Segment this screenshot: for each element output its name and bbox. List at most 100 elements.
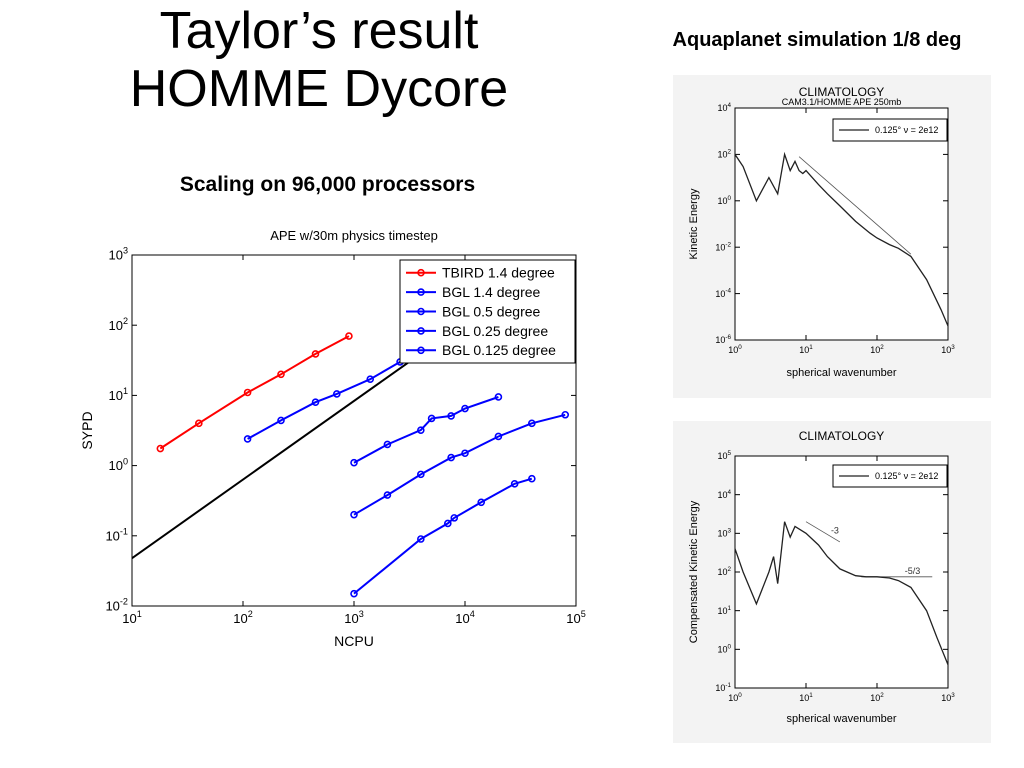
legend-entry: 0.125° ν = 2e12 xyxy=(875,125,938,135)
slide-title-line-2: HOMME Dycore xyxy=(129,60,509,118)
data-point xyxy=(277,416,285,425)
data-point xyxy=(350,458,358,467)
data-point xyxy=(444,519,452,528)
data-point xyxy=(528,419,536,428)
y-tick-label: 10-2 xyxy=(715,241,731,252)
y-tick-label: 104 xyxy=(717,102,731,113)
plot-content xyxy=(132,332,570,598)
data-point xyxy=(195,419,203,428)
data-point xyxy=(383,491,392,499)
x-axis-label: spherical wavenumber xyxy=(786,367,896,379)
y-axis-label: Kinetic Energy xyxy=(688,188,700,259)
x-tick-label: 102 xyxy=(870,344,884,355)
compensated-energy-chart: 100 101 102 10310-1100101102103104105CLIMAT… xyxy=(688,429,955,725)
series-line xyxy=(735,151,948,327)
plot-content xyxy=(735,521,948,665)
data-point xyxy=(477,498,486,507)
legend-entry: BGL 0.5 degree xyxy=(442,303,541,319)
y-axis-label: SYPD xyxy=(79,411,95,449)
y-tick-label: 100 xyxy=(108,456,128,473)
legend-marker xyxy=(417,346,425,355)
data-point xyxy=(311,398,320,407)
plot-content xyxy=(735,151,948,327)
data-point xyxy=(350,589,358,598)
data-point xyxy=(494,393,503,401)
compensated-energy-panel: 100 101 102 103 10-1 100 101 102 103 104 105 CLIMAT… xyxy=(673,421,991,743)
legend-marker xyxy=(417,307,425,316)
y-tick-label: 103 xyxy=(108,246,128,263)
data-point xyxy=(366,375,375,384)
legend-marker xyxy=(417,288,425,296)
data-point xyxy=(528,474,536,483)
x-tick-label: 103 xyxy=(344,609,364,626)
data-point xyxy=(345,332,353,340)
kinetic-energy-chart: 100 101 102 103 10-6 10-4 10-2 100 102 104 CLIMATO… xyxy=(688,85,955,379)
slope-line xyxy=(798,156,912,255)
x-tick-label: 103 xyxy=(941,692,955,703)
data-point xyxy=(350,510,358,519)
slide-title: Taylor’s result HOMME Dycore xyxy=(30,2,608,118)
data-point xyxy=(450,514,459,522)
x-tick-label: 101 xyxy=(799,344,813,355)
series-line xyxy=(353,413,566,516)
legend-entry: BGL 1.4 degree xyxy=(442,284,541,300)
data-point xyxy=(427,414,436,423)
data-point xyxy=(417,470,425,479)
x-tick-label: 102 xyxy=(870,692,884,703)
y-tick-label: 10-1 xyxy=(105,527,128,544)
data-point xyxy=(156,444,165,453)
chart-title: CLIMATOLOGY xyxy=(799,429,885,443)
x-tick-label: 102 xyxy=(233,609,253,626)
data-point xyxy=(311,350,320,358)
series-line xyxy=(353,477,533,595)
y-tick-label: 100 xyxy=(717,643,731,654)
legend-entry: 0.125° ν = 2e12 xyxy=(875,471,938,481)
y-tick-label: 101 xyxy=(108,386,128,403)
slope-label: -3 xyxy=(831,526,839,536)
chart-title: APE w/30m physics timestep xyxy=(270,228,438,243)
x-tick-label: 101 xyxy=(122,609,142,626)
y-tick-label: 104 xyxy=(717,489,731,500)
reference-line xyxy=(132,338,441,559)
plot-area xyxy=(734,455,949,689)
y-tick-label: 102 xyxy=(108,316,128,333)
data-point xyxy=(333,390,341,398)
data-point xyxy=(510,480,519,488)
data-point xyxy=(447,412,455,420)
y-axis-label: Compensated Kinetic Energy xyxy=(688,500,700,643)
slope-label: -5/3 xyxy=(905,566,921,576)
scaling-chart: 101 102 103 104 105 10-2 10-1 100 101 102 103 APE w… xyxy=(79,228,586,649)
chart-title: CLIMATOLOGY xyxy=(799,85,885,99)
x-tick-label: 100 xyxy=(728,344,742,355)
x-tick-label: 103 xyxy=(941,344,955,355)
legend-marker xyxy=(417,268,425,277)
legend-box xyxy=(832,464,948,488)
x-tick-label: 101 xyxy=(799,692,813,703)
y-tick-label: 103 xyxy=(717,527,731,538)
y-tick-label: 105 xyxy=(717,450,731,461)
chart-subtitle: CAM3.1/HOMME APE 250mb xyxy=(782,97,902,107)
series-line xyxy=(353,396,499,464)
data-point xyxy=(277,370,285,379)
kinetic-energy-panel: 100 101 102 103 10-6 10-4 10-2 100 102 104 CLIMATO… xyxy=(673,75,991,398)
plot-area xyxy=(734,107,949,341)
legend-entry: BGL 0.25 degree xyxy=(442,323,548,339)
x-axis-label: spherical wavenumber xyxy=(786,713,896,725)
series-line xyxy=(735,521,948,665)
legend-box xyxy=(832,118,948,142)
y-tick-label: 102 xyxy=(717,566,731,577)
data-point xyxy=(561,410,570,419)
slide-title-line-1: Taylor’s result xyxy=(159,2,479,60)
right-heading: Aquaplanet simulation 1/8 deg xyxy=(672,29,962,51)
legend-entry: TBIRD 1.4 degree xyxy=(442,265,555,281)
x-tick-label: 105 xyxy=(566,609,586,626)
x-axis-label: NCPU xyxy=(334,633,374,649)
data-point xyxy=(494,432,503,441)
x-tick-label: 104 xyxy=(455,609,475,626)
data-point xyxy=(417,535,425,543)
legend-entry: BGL 0.125 degree xyxy=(442,342,556,358)
slope-line xyxy=(805,521,841,543)
data-point xyxy=(243,435,252,443)
x-tick-label: 100 xyxy=(728,692,742,703)
data-point xyxy=(447,453,455,462)
